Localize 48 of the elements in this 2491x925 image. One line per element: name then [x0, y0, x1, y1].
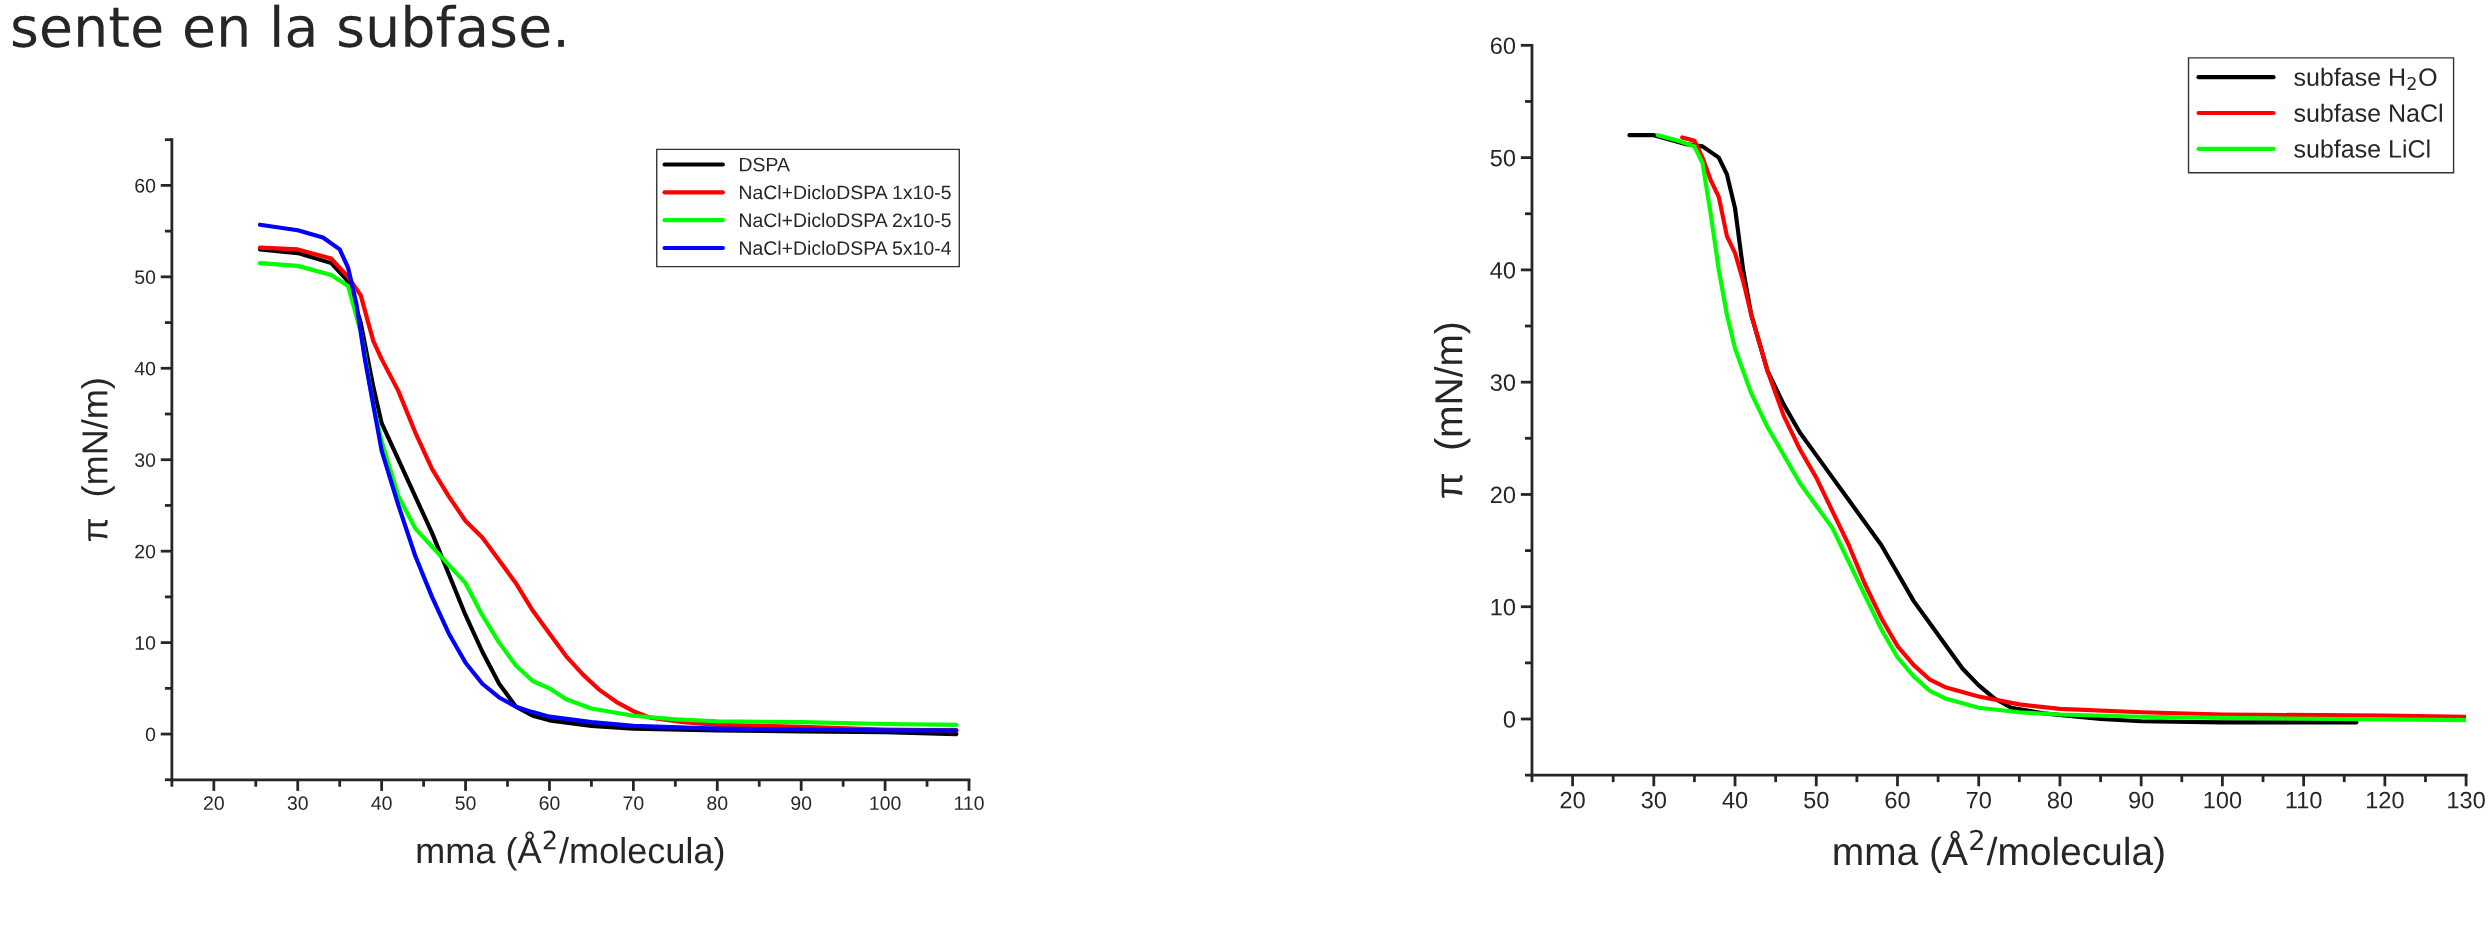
legend-label: subfase LiCl [2294, 139, 2430, 158]
x-tick-label: 90 [2129, 791, 2154, 809]
y-axis-title: π (mN/m) [81, 379, 115, 541]
x-tick-label: 70 [623, 796, 644, 811]
y-tick-label: 50 [1490, 149, 1516, 167]
y-tick-label: 50 [135, 270, 156, 285]
x-axis-title: mma (Å$^{2}$/molecula) [1834, 829, 2164, 873]
legend-label: subfase NaCl [2294, 103, 2442, 122]
x-tick-label: 60 [1885, 791, 1910, 809]
text: sente en la subfase. [12, 4, 564, 48]
x-tick-label: 130 [2448, 791, 2485, 809]
y-tick-label: 40 [134, 361, 156, 376]
y-tick-label: 60 [1490, 37, 1516, 55]
x-tick-label: 60 [539, 796, 560, 811]
legend-label: DSPA [740, 157, 790, 172]
legend-label: NaCl+DicloDSPA 5x10-4 [740, 240, 951, 255]
legend-label: NaCl+DicloDSPA 1x10-5 [740, 185, 951, 200]
y-tick-label: 20 [135, 544, 156, 559]
y-tick-label: 10 [1491, 598, 1516, 616]
x-tick-label: 20 [204, 796, 224, 811]
x-tick-label: 40 [1722, 791, 1748, 809]
x-tick-label: 80 [2047, 791, 2073, 809]
y-tick-label: 10 [135, 636, 156, 650]
legend-label: NaCl+DicloDSPA 2x10-5 [740, 212, 951, 228]
x-tick-label: 90 [791, 796, 812, 811]
y-tick-label: 40 [1490, 261, 1516, 279]
x-tick-label: 50 [1804, 791, 1829, 809]
x-tick-label: 70 [1966, 791, 1991, 809]
legend-label: subfase H$_{2}$O [2294, 67, 2437, 90]
x-tick-label: 30 [1641, 791, 1667, 809]
x-tick-label: 110 [2286, 791, 2322, 809]
y-tick-label: 0 [145, 727, 156, 742]
x-tick-label: 40 [371, 796, 392, 811]
x-tick-label: 100 [870, 796, 901, 811]
x-tick-label: 30 [287, 796, 308, 811]
x-tick-label: 50 [455, 796, 476, 811]
y-tick-label: 30 [1490, 374, 1516, 391]
y-axis-title: π (mN/m) [1434, 323, 1471, 498]
x-tick-label: 80 [707, 796, 728, 811]
y-tick-label: 60 [135, 178, 156, 193]
x-tick-label: 110 [954, 796, 984, 811]
x-axis-title: mma (Å$^{2}$/molecula) [417, 830, 724, 871]
y-tick-label: 30 [135, 453, 156, 467]
x-tick-label: 120 [2366, 791, 2404, 809]
x-tick-label: 100 [2204, 791, 2242, 809]
y-tick-label: 0 [1503, 711, 1516, 728]
y-tick-label: 20 [1490, 486, 1516, 504]
x-tick-label: 20 [1560, 791, 1585, 809]
